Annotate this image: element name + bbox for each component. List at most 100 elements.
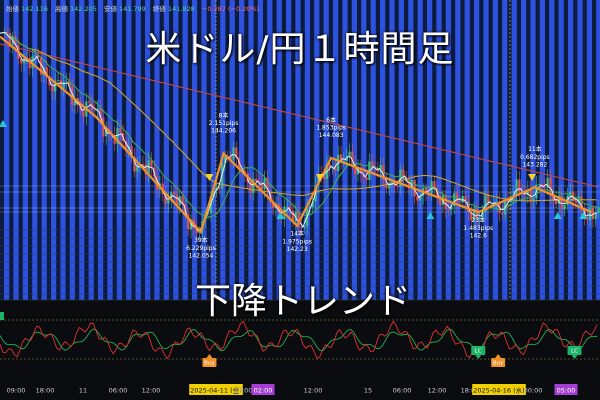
pivot-label: 0.682pips xyxy=(520,154,550,161)
buy-marker xyxy=(426,212,435,219)
x-tick-label: 18:00 xyxy=(36,387,55,395)
session-stripe xyxy=(41,0,47,300)
candle-body xyxy=(102,117,105,137)
candle-body xyxy=(238,157,241,170)
candle-body xyxy=(433,181,436,189)
session-stripe xyxy=(455,0,461,300)
candle-body xyxy=(594,212,597,220)
session-stripe xyxy=(248,0,254,300)
candle-body xyxy=(311,201,314,208)
candle-body xyxy=(487,195,490,206)
candle-body xyxy=(328,163,331,169)
x-tick-label: 2025-04-16 (水) xyxy=(473,386,524,395)
candle-body xyxy=(591,207,595,220)
candle-body xyxy=(444,195,447,210)
candle-body xyxy=(588,207,592,220)
candle-body xyxy=(597,207,600,213)
session-stripe xyxy=(586,0,592,300)
pivot-label: 142.054 xyxy=(189,252,214,259)
candle-body xyxy=(583,210,586,218)
pivot-label: 14本 xyxy=(290,230,304,238)
candle-body xyxy=(339,154,343,161)
pivot-label: 142.23 xyxy=(287,246,308,253)
pivot-label: 1.853pips xyxy=(316,125,346,132)
candle-body xyxy=(351,151,354,164)
session-stripe xyxy=(220,0,226,300)
session-stripe xyxy=(98,0,104,300)
candle-body xyxy=(489,204,493,206)
candle-body xyxy=(371,161,374,169)
candle-body xyxy=(376,169,379,172)
change-value: −0.287 (−0.20%) xyxy=(201,5,260,13)
candle-body xyxy=(263,177,266,190)
candle-body xyxy=(574,200,578,203)
candle-body xyxy=(88,101,91,103)
candle-body xyxy=(365,177,368,180)
lc-badge xyxy=(567,346,582,355)
candle-body xyxy=(215,187,218,191)
candle-body xyxy=(379,165,382,172)
candle-body xyxy=(235,147,238,158)
osc-edge-badge xyxy=(0,312,4,320)
candle-body xyxy=(481,212,484,218)
candle-body xyxy=(56,80,60,81)
candle-body xyxy=(51,85,54,92)
session-stripe xyxy=(577,0,583,300)
candle-body xyxy=(546,177,549,189)
session-stripe xyxy=(483,0,489,300)
sell-marker xyxy=(205,174,214,181)
pivot-label: 1.483pips xyxy=(464,225,494,232)
candle-body xyxy=(419,196,422,201)
candle-body xyxy=(22,58,26,64)
session-stripe xyxy=(539,0,545,300)
candle-body xyxy=(45,67,48,77)
candle-body xyxy=(212,190,215,197)
candle-body xyxy=(424,188,428,194)
candle-body xyxy=(99,108,102,118)
session-stripe xyxy=(389,0,395,300)
candle-body xyxy=(303,225,306,228)
session-stripe xyxy=(323,0,329,300)
candle-body xyxy=(167,199,170,204)
sell-marker xyxy=(528,174,537,181)
candle-body xyxy=(28,57,31,69)
candle-body xyxy=(195,228,198,233)
candle-body xyxy=(322,174,326,180)
candle-body xyxy=(130,146,133,157)
session-stripe xyxy=(492,0,498,300)
candle-body xyxy=(136,165,139,172)
session-stripe xyxy=(22,0,28,300)
candle-body xyxy=(119,128,122,133)
lc-badge xyxy=(471,346,486,355)
candle-body xyxy=(308,207,312,208)
x-tick-label: 23:00 xyxy=(234,387,253,395)
candle-body xyxy=(59,80,62,89)
candle-body xyxy=(515,179,518,196)
candle-body xyxy=(181,196,184,205)
buy-marker xyxy=(579,212,588,219)
candle-body xyxy=(170,192,173,200)
candle-body xyxy=(560,195,563,210)
candle-body xyxy=(464,196,467,202)
lc-badge-label: LC xyxy=(571,349,578,355)
candle-body xyxy=(39,57,43,75)
candle-body xyxy=(34,55,37,57)
pivot-label: 144.206 xyxy=(211,128,236,135)
candle-body xyxy=(232,147,235,160)
candle-body xyxy=(569,191,572,196)
candle-body xyxy=(164,194,167,204)
session-stripe xyxy=(69,0,75,300)
candle-body xyxy=(450,206,453,210)
close-label: 終値 xyxy=(152,5,166,13)
candle-body xyxy=(359,167,362,174)
session-stripe xyxy=(154,0,160,300)
pivot-label: 143.282 xyxy=(522,161,547,168)
ma-short-line xyxy=(0,32,598,219)
candle-body xyxy=(342,160,345,162)
pivot-label: 6本 xyxy=(326,116,336,124)
session-stripe xyxy=(398,0,404,300)
candle-body xyxy=(407,181,411,189)
candle-body xyxy=(288,206,292,211)
candle-body xyxy=(396,185,399,187)
